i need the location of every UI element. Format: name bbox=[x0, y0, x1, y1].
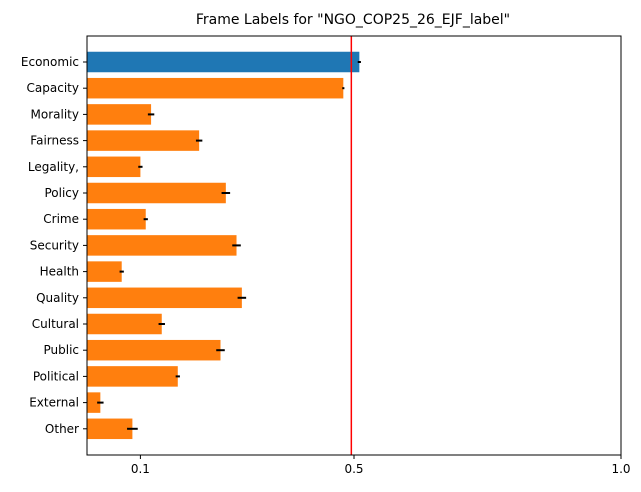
bar-cultural bbox=[87, 313, 162, 335]
y-tick-labels: Economic Capacity Morality Fairness Legality… bbox=[21, 55, 87, 436]
bar-security bbox=[87, 235, 237, 256]
bar-health bbox=[87, 261, 122, 282]
bar-crime bbox=[87, 208, 146, 230]
y-tick-label-other: Other bbox=[45, 422, 79, 436]
y-tick-label-cultural: Cultural bbox=[32, 317, 79, 331]
bar-other bbox=[87, 418, 133, 440]
bar-policy bbox=[87, 182, 226, 204]
y-tick-label-policy: Policy bbox=[44, 186, 79, 200]
bar-quality bbox=[87, 287, 242, 309]
y-tick-label-fairness: Fairness bbox=[30, 134, 79, 148]
y-tick-label-external: External bbox=[29, 396, 79, 410]
y-tick-label-political: Political bbox=[33, 369, 79, 383]
y-tick-label-quality: Quality bbox=[36, 291, 79, 305]
y-tick-label-economic: Economic bbox=[21, 55, 79, 69]
bar-group bbox=[87, 51, 361, 440]
bar-fairness bbox=[87, 130, 200, 151]
bar-public bbox=[87, 339, 221, 361]
bar-external bbox=[87, 392, 101, 413]
y-tick-label-security: Security bbox=[30, 238, 79, 252]
chart-title: Frame Labels for "NGO_COP25_26_EJF_label… bbox=[196, 12, 510, 28]
bar-capacity bbox=[87, 77, 344, 99]
y-tick-label-morality: Morality bbox=[31, 107, 79, 121]
y-tick-label-health: Health bbox=[40, 265, 79, 279]
plot-frame bbox=[86, 35, 622, 456]
y-tick-label-capacity: Capacity bbox=[27, 81, 79, 95]
bar-economic bbox=[87, 51, 360, 73]
bar-legality bbox=[87, 156, 141, 178]
y-tick-label-crime: Crime bbox=[43, 212, 79, 226]
x-tick-labels: 0.1 0.5 1.0 bbox=[131, 455, 631, 476]
x-tick-label: 0.1 bbox=[131, 462, 150, 476]
bar-political bbox=[87, 366, 178, 387]
y-tick-label-legality: Legality, bbox=[28, 160, 79, 174]
x-tick-label: 1.0 bbox=[611, 462, 630, 476]
x-tick-label: 0.5 bbox=[344, 462, 363, 476]
y-tick-label-public: Public bbox=[43, 343, 79, 357]
bar-morality bbox=[87, 104, 152, 125]
